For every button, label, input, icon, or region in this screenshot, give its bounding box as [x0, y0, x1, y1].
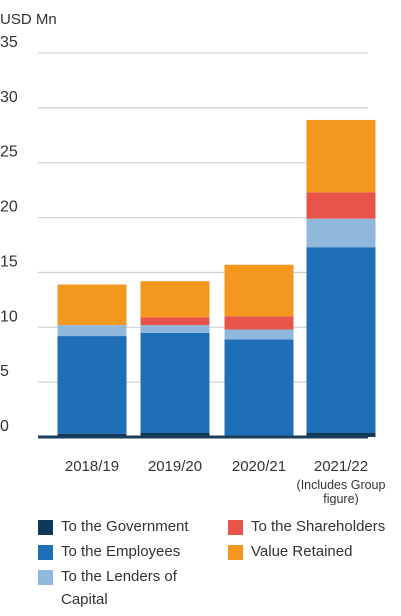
legend-swatch: [228, 545, 243, 560]
legend-item: Value Retained: [228, 543, 401, 563]
y-tick-label: 35: [0, 34, 18, 51]
y-tick-label: 10: [0, 308, 18, 325]
legend-label: To the Lenders of Capital: [61, 568, 177, 608]
y-tick-label: 0: [0, 418, 9, 435]
y-tick-label: 30: [0, 89, 18, 106]
bar-segment: [57, 284, 127, 326]
category-note: (Includes Group: [297, 478, 386, 492]
legend-label: To the Government: [61, 518, 189, 535]
bar-segment: [140, 281, 210, 318]
category-note: figure): [323, 492, 358, 505]
x-tick-label: 2018/19: [65, 458, 119, 475]
bar-segment: [306, 247, 376, 433]
legend-item: To the Government: [38, 518, 218, 538]
legend-label: To the Employees: [61, 543, 181, 560]
y-tick-label: 15: [0, 253, 18, 270]
legend-swatch: [228, 520, 243, 535]
bar-segment: [306, 218, 376, 248]
x-tick-label: 2020/21: [232, 458, 286, 475]
bar-segment: [306, 119, 376, 193]
y-tick-label: 20: [0, 199, 18, 216]
y-tick-label: 25: [0, 144, 18, 161]
legend-item: To the Lenders of Capital: [38, 568, 198, 611]
legend-label: Value Retained: [251, 543, 353, 560]
bar-segment: [224, 329, 294, 340]
y-axis-label: USD Mn: [0, 11, 57, 28]
bar-segment: [57, 336, 127, 434]
bar-segment: [57, 325, 127, 337]
bar-segment: [306, 192, 376, 219]
bar-segment: [140, 317, 210, 326]
legend-label: To the Shareholders: [251, 518, 386, 535]
bar-segment: [57, 433, 127, 437]
legend-item: To the Shareholders: [228, 518, 401, 538]
x-tick-label: 2021/22: [314, 458, 368, 475]
legend-swatch: [38, 545, 53, 560]
legend-swatch: [38, 520, 53, 535]
chart: USD Mn 0 5 10 15 20 25 30 35 2018/19 2019/20 2020/…: [0, 11, 386, 506]
bar-segment: [224, 339, 294, 436]
bar-segment: [224, 264, 294, 317]
bar-segment: [306, 432, 376, 437]
bar-segment: [140, 432, 210, 437]
legend-swatch: [38, 570, 53, 585]
y-tick-label: 5: [0, 363, 9, 380]
bar-segment: [224, 316, 294, 330]
bar-segment: [140, 325, 210, 333]
legend-item: To the Employees: [38, 543, 218, 563]
x-tick-label: 2019/20: [148, 458, 202, 475]
bar-segment: [140, 332, 210, 433]
